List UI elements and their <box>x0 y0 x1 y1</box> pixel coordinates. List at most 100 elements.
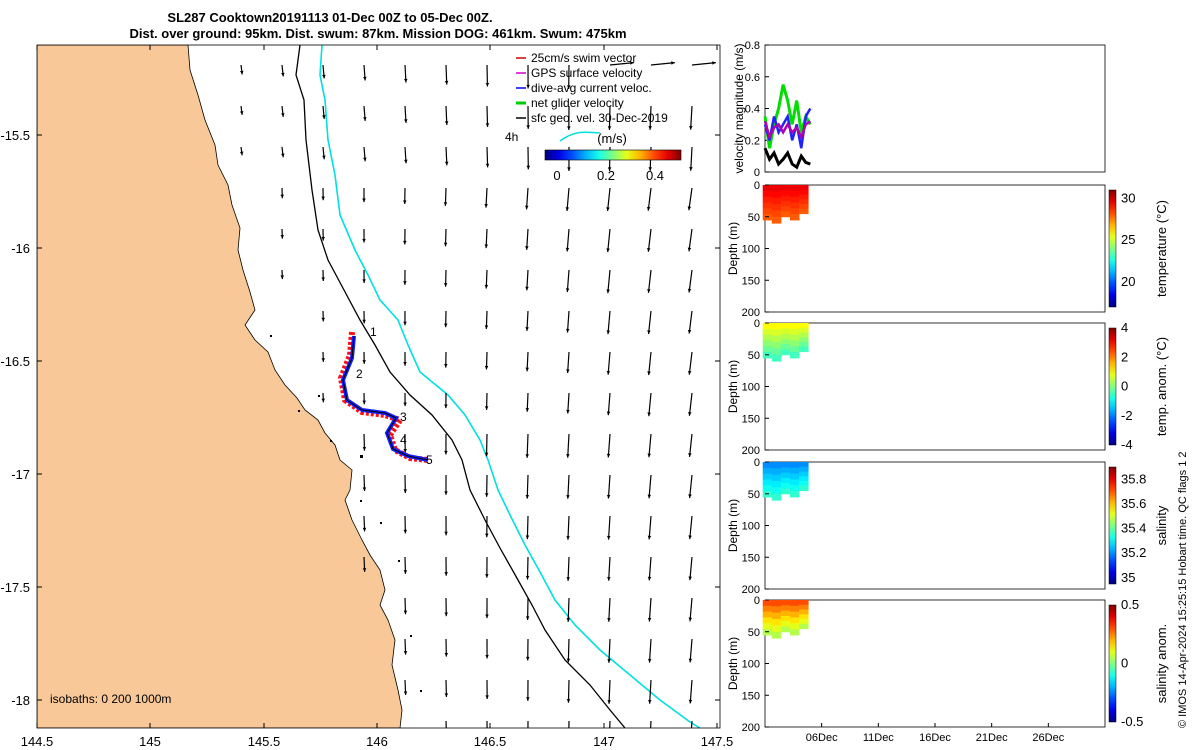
profile-cell <box>762 202 773 209</box>
footer-credit: © IMOS 14-Apr-2024 15:25:15 Hobart time.… <box>1177 451 1189 728</box>
profile-cell <box>789 623 800 630</box>
velocity-vector <box>567 638 570 663</box>
velocity-vector <box>609 720 611 728</box>
velocity-vector-head <box>566 369 570 374</box>
velocity-vector-head <box>647 412 651 417</box>
velocity-vector <box>608 638 611 663</box>
colorbar-tick-0: 0 <box>553 168 560 183</box>
velocity-vector-head <box>647 330 651 334</box>
velocity-vector-head <box>485 533 489 538</box>
velocity-vector <box>648 515 652 540</box>
velocity-vector <box>607 187 611 212</box>
profile-cell <box>762 352 773 359</box>
time-tick-label: 06Dec <box>806 732 838 744</box>
surface-velocity-vectors <box>239 61 716 738</box>
speed-colorbar <box>544 149 682 161</box>
profile-cell <box>780 195 791 202</box>
profile-cell <box>799 485 809 492</box>
velocity-vector <box>690 146 693 171</box>
profile-cell <box>789 340 800 347</box>
profile-cell <box>789 214 800 221</box>
velocity-vector-head <box>688 576 692 581</box>
velocity-vector-head <box>321 358 325 362</box>
small-islands <box>270 335 422 692</box>
isobath-overlap <box>559 131 601 142</box>
profile-cell <box>771 462 782 469</box>
profile-colorbar <box>1108 327 1117 446</box>
velocity-vector-head <box>444 450 448 455</box>
velocity-vector-head <box>565 207 570 211</box>
velocity-vector-head <box>403 610 408 615</box>
velocity-vector-head <box>362 487 367 492</box>
velocity-vector <box>607 228 611 253</box>
depth-tick-label: 200 <box>742 445 760 457</box>
profile-panel-frame <box>764 599 1106 728</box>
velocity-vector-head <box>403 570 408 574</box>
velocity-vector <box>647 228 652 252</box>
velocity-vector-head <box>526 125 530 129</box>
profile-cell <box>799 600 809 606</box>
velocity-vector-head <box>444 491 448 495</box>
velocity-vector-head <box>362 568 367 572</box>
profile-cell <box>799 208 809 215</box>
velocity-vector-head <box>606 494 611 499</box>
velocity-vector-head <box>567 85 571 89</box>
profile-cell <box>780 615 791 622</box>
velocity-vector-head <box>404 78 408 83</box>
profile-cell <box>762 214 773 221</box>
velocity-vector-head <box>525 494 530 499</box>
colorbar-tick-label: 35 <box>1121 570 1135 585</box>
profile-cell <box>762 485 773 492</box>
velocity-vector-head <box>606 207 610 211</box>
velocity-vector-head <box>630 61 634 65</box>
velocity-vector-head <box>525 616 530 621</box>
velocity-vector-head <box>363 157 367 162</box>
profile-cell <box>771 335 782 343</box>
velocity-vector-head <box>322 155 326 160</box>
velocity-vector <box>689 474 693 499</box>
velocity-vector-head <box>607 700 611 704</box>
depth-tick-label: 100 <box>742 382 760 394</box>
velocity-vector-head <box>445 734 448 738</box>
profile-cell <box>762 323 773 330</box>
profile-cell <box>762 196 773 203</box>
velocity-vector <box>648 474 652 499</box>
velocity-vector-head <box>444 693 449 698</box>
velocity-vector-head <box>362 400 366 405</box>
velocity-vector-head <box>688 617 693 622</box>
profile-cell <box>799 199 809 205</box>
velocity-vector-head <box>647 658 652 663</box>
profile-cell <box>799 204 809 210</box>
colorbar-tick-label: 35.2 <box>1121 545 1146 560</box>
velocity-vector-head <box>647 371 651 376</box>
velocity-vector-head <box>321 317 325 322</box>
velocity-vector-head <box>606 289 610 294</box>
velocity-vector-head <box>443 242 448 247</box>
velocity-vector <box>688 351 693 375</box>
velocity-vector-head <box>566 495 570 499</box>
velocity-vector <box>648 638 652 663</box>
velocity-vector <box>648 392 652 417</box>
colorbar-label: temperature (°C) <box>1154 200 1169 297</box>
profile-cell <box>780 626 791 633</box>
waypoint-2: 2 <box>356 367 363 381</box>
map-x-tick-label: 147 <box>593 734 615 749</box>
velocity-vector <box>688 228 693 252</box>
profile-cell <box>789 462 800 469</box>
profile-cell <box>780 610 791 617</box>
colorbar-tick-label: 35.4 <box>1121 521 1146 536</box>
profile-cell <box>780 483 791 489</box>
profile-cell <box>780 190 791 197</box>
colorbar-tick-label: 4 <box>1121 320 1128 335</box>
velocity-y-tick-label: 0.6 <box>745 72 760 84</box>
velocity-vector-head <box>404 159 408 164</box>
profile-cell <box>799 471 809 477</box>
profile-cell <box>789 473 800 480</box>
velocity-vector-head <box>281 153 285 158</box>
velocity-vector-head <box>485 574 489 578</box>
profile-cell <box>780 488 791 495</box>
velocity-vector-head <box>443 202 448 206</box>
profile-cell <box>762 617 773 624</box>
velocity-y-label: velocity magnitude (m/s) <box>732 43 746 173</box>
